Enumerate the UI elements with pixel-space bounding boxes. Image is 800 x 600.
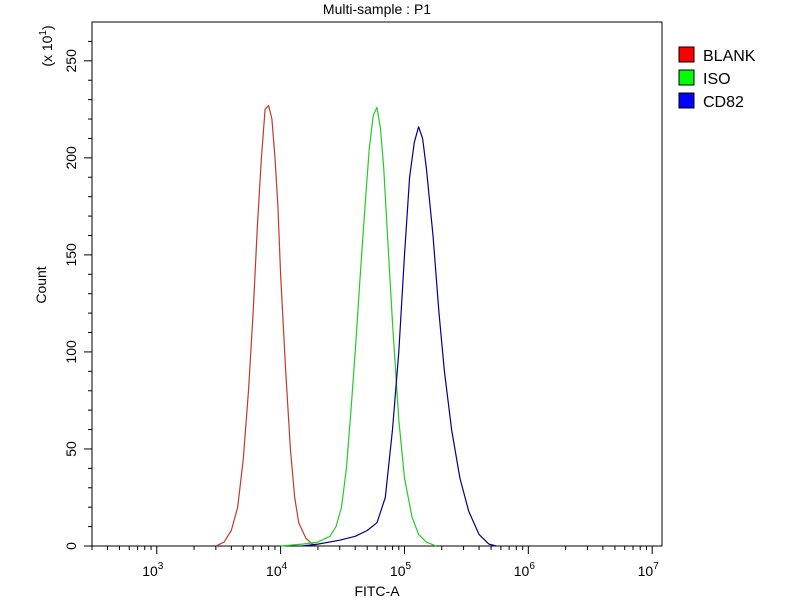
- x-tick-label: 105: [390, 561, 412, 579]
- x-tick-exp: 5: [405, 561, 411, 572]
- y-axis-title: Count: [33, 266, 49, 303]
- y-tick-text: 0: [63, 542, 79, 550]
- x-tick-label: 103: [142, 561, 164, 579]
- x-tick-label: 107: [638, 561, 660, 579]
- x-tick-exp: 6: [529, 561, 535, 572]
- y-tick-label: 50: [63, 441, 79, 457]
- y-tick-text: 250: [63, 49, 79, 73]
- y-multiplier: (x 101): [38, 25, 55, 66]
- x-tick-exp: 4: [282, 561, 288, 572]
- plot-frame: [91, 21, 663, 547]
- x-tick-exp: 7: [653, 561, 659, 572]
- y-tick-text: 50: [63, 441, 79, 457]
- y-tick-text: 150: [63, 243, 79, 267]
- legend-item-blank: BLANK: [678, 46, 756, 65]
- y-multiplier-exp: 1: [38, 30, 49, 36]
- y-tick-label: 0: [63, 542, 79, 550]
- legend-swatch: [678, 92, 695, 109]
- y-tick-text: 100: [63, 340, 79, 364]
- legend-item-cd82: CD82: [678, 92, 744, 111]
- y-tick-text: 200: [63, 146, 79, 170]
- series-line-cd82: [302, 126, 497, 547]
- series-line-blank: [215, 104, 319, 547]
- y-tick-label: 150: [63, 243, 79, 267]
- y-multiplier-text: (x 10: [39, 35, 55, 66]
- x-tick-base: 10: [514, 563, 530, 579]
- x-tick-label: 106: [514, 561, 536, 579]
- x-axis: 103 104 105 106 107: [91, 546, 660, 579]
- legend-label: CD82: [703, 94, 744, 111]
- legend-swatch: [678, 46, 695, 63]
- y-tick-label: 250: [63, 49, 79, 73]
- svg-text:(x 101): (x 101): [38, 25, 55, 66]
- series-layer: [215, 104, 497, 547]
- legend-item-iso: ISO: [678, 69, 731, 88]
- y-tick-label: 100: [63, 340, 79, 364]
- legend-label: BLANK: [703, 48, 756, 65]
- legend-swatch: [678, 69, 695, 86]
- x-tick-base: 10: [142, 563, 158, 579]
- legend: BLANK ISO CD82: [678, 46, 756, 111]
- x-tick-exp: 3: [158, 561, 164, 572]
- y-axis: 0 50 100 150 200 250: [63, 40, 92, 550]
- y-tick-label: 200: [63, 146, 79, 170]
- series-line-iso: [280, 106, 437, 547]
- x-axis-label: FITC-A: [354, 583, 400, 599]
- x-tick-base: 10: [266, 563, 282, 579]
- chart-title: Multi-sample : P1: [323, 1, 431, 17]
- legend-label: ISO: [703, 71, 731, 88]
- x-tick-base: 10: [638, 563, 654, 579]
- y-axis-label: Count: [33, 266, 49, 303]
- x-tick-base: 10: [390, 563, 406, 579]
- x-tick-label: 104: [266, 561, 288, 579]
